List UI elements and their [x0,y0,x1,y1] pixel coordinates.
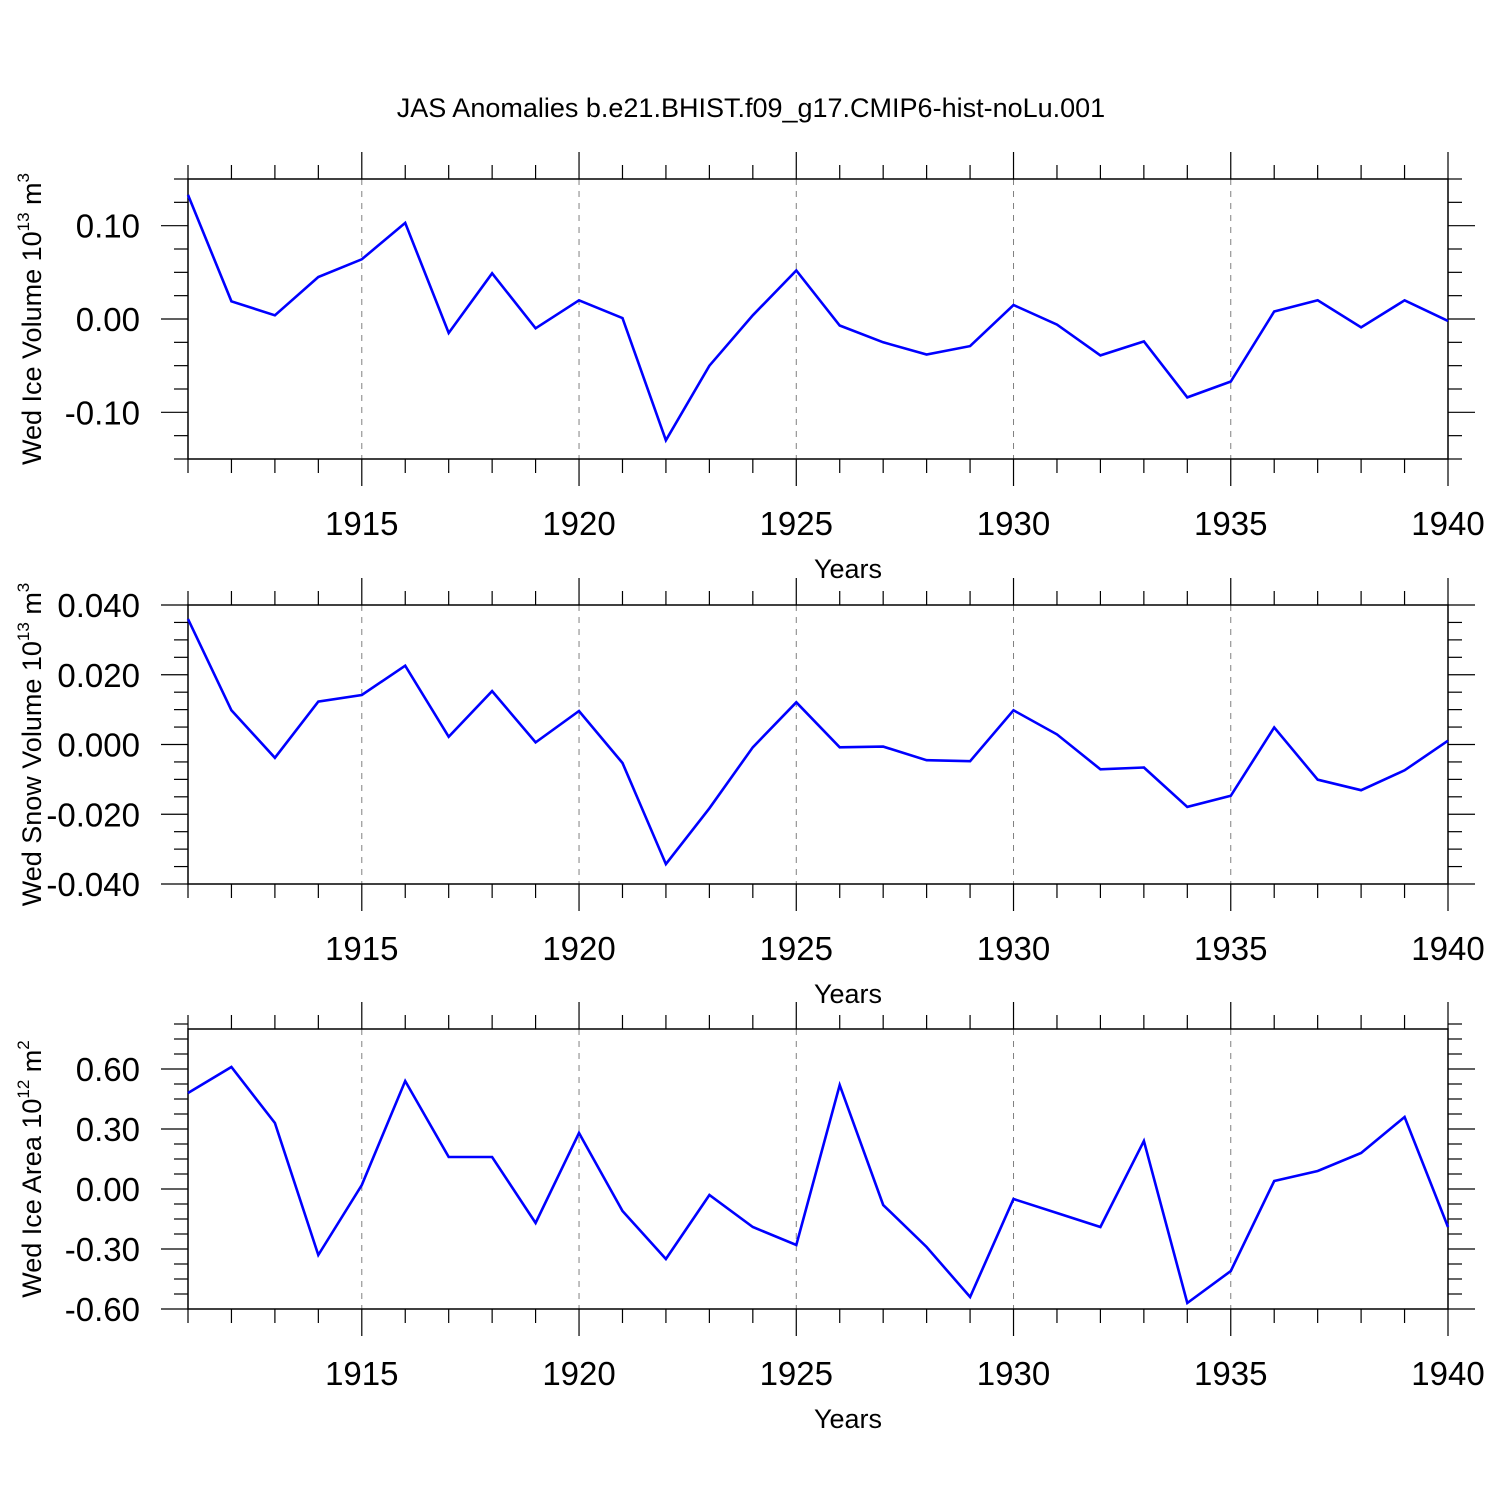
plot-frame [187,1028,1449,1310]
x-tick-label: 1930 [977,505,1050,542]
x-tick-label: 1915 [325,1355,398,1392]
x-axis-label: Years [814,1404,882,1434]
panel-1: -0.10 0.00 0.10 1915 1920 1925 1930 1935 1940 Yea… [14,152,1485,584]
plot-frame [187,604,1449,885]
y-tick-label: -0.10 [65,394,140,431]
x-tick-label: 1920 [542,930,615,967]
y-tick-label: 0.00 [76,1171,140,1208]
x-tick-label: 1920 [542,505,615,542]
y-tick-label: 0.020 [57,657,140,694]
x-tick-label: 1935 [1194,930,1267,967]
x-tick-label: 1940 [1411,505,1484,542]
y-tick-label: 0.00 [76,301,140,338]
y-tick-label: -0.020 [46,796,140,833]
x-tick-label: 1925 [760,1355,833,1392]
y-axis-label: Wed Ice Area 1012 m2 [14,1040,47,1298]
y-tick-label: 0.000 [57,727,140,764]
x-tick-label: 1925 [760,505,833,542]
x-tick-label: 1940 [1411,930,1484,967]
panel-2: -0.040 -0.020 0.000 0.020 0.040 1915 1920 1925 1… [14,578,1485,1009]
y-tick-label: -0.30 [65,1231,140,1268]
series-line [186,194,1449,444]
x-tick-label: 1915 [325,505,398,542]
x-axis-label: Years [814,554,882,584]
y-tick-label: -0.60 [65,1291,140,1328]
y-tick-label: 0.60 [76,1051,140,1088]
x-tick-label: 1940 [1411,1355,1484,1392]
x-axis-label: Years [814,979,882,1009]
y-tick-label: -0.040 [46,866,140,903]
y-tick-label: 0.30 [76,1111,140,1148]
x-tick-label: 1920 [542,1355,615,1392]
x-tick-label: 1935 [1194,505,1267,542]
y-tick-label: 0.10 [76,208,140,245]
x-tick-label: 1925 [760,930,833,967]
x-tick-label: 1930 [977,1355,1050,1392]
x-tick-label: 1930 [977,930,1050,967]
series-line [187,1065,1450,1306]
x-tick-label: 1915 [325,930,398,967]
x-tick-label: 1935 [1194,1355,1267,1392]
y-axis-label: Wed Ice Volume 1013 m3 [14,173,47,465]
series-line [186,618,1449,867]
plot-frame [187,178,1449,460]
chart-title: JAS Anomalies b.e21.BHIST.f09_g17.CMIP6-… [397,93,1105,123]
y-tick-label: 0.040 [57,587,140,624]
panel-3: -0.60 -0.30 0.00 0.30 0.60 1915 1920 1925 1930 19… [14,1002,1485,1434]
y-axis-label: Wed Snow Volume 1013 m3 [14,583,47,907]
